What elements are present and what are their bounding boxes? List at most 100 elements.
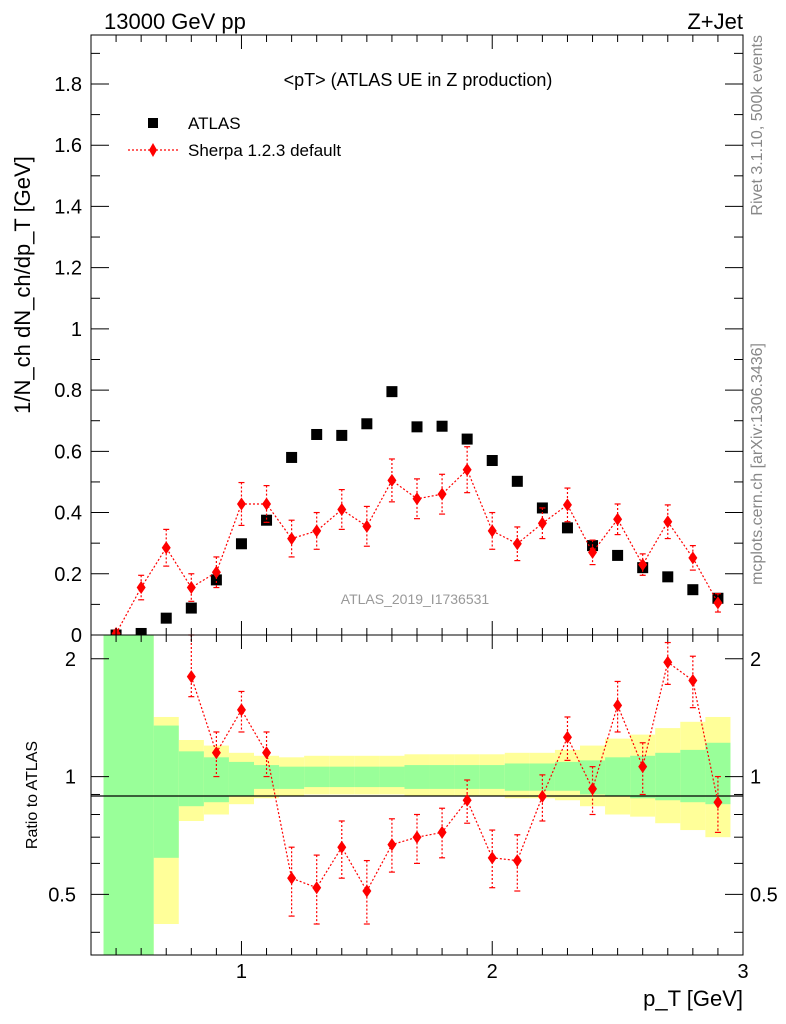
ratio-band-stat <box>304 766 330 788</box>
ratio-sherpa-point <box>412 830 422 844</box>
atlas-point <box>486 455 498 467</box>
main-y-tick-label: 0.6 <box>54 441 82 463</box>
atlas-point <box>411 421 423 433</box>
sherpa-point <box>262 497 272 511</box>
ratio-sherpa-line <box>190 661 719 893</box>
ratio-band-stat <box>454 765 480 789</box>
ratio-y-tick-label: 2 <box>65 649 76 671</box>
ratio-band-stat <box>279 766 305 789</box>
atlas-point <box>461 433 473 445</box>
sherpa-point <box>688 551 698 565</box>
sherpa-point <box>362 519 372 533</box>
ratio-sherpa-point <box>512 854 522 868</box>
main-y-tick-label: 0.8 <box>54 380 82 402</box>
ratio-band-stat <box>554 761 580 791</box>
watermark: ATLAS_2019_I1736531 <box>341 591 490 607</box>
atlas-point <box>386 386 398 398</box>
x-tick-label: 2 <box>487 961 498 983</box>
atlas-point <box>561 522 573 534</box>
ratio-sherpa-point <box>362 884 372 898</box>
atlas-point <box>612 549 624 561</box>
ratio-band-stat <box>354 766 380 788</box>
main-y-tick-label: 1.2 <box>54 258 82 280</box>
legend-sherpa-label: Sherpa 1.2.3 default <box>188 141 341 160</box>
ratio-data-layer <box>186 634 723 925</box>
ratio-band-stat <box>103 635 154 955</box>
ratio-y-tick-label-right: 2 <box>750 649 761 671</box>
sherpa-point <box>462 463 472 477</box>
main-y-tick-label: 1 <box>71 319 82 341</box>
sherpa-point <box>312 524 322 538</box>
ratio-y-tick-label-right: 0.5 <box>750 884 778 906</box>
sherpa-point <box>537 516 547 530</box>
ratio-sherpa-point <box>713 795 723 809</box>
main-y-tick-label: 0 <box>71 625 82 647</box>
ratio-sherpa-point <box>462 793 472 807</box>
atlas-point <box>185 602 197 614</box>
ratio-sherpa-point <box>287 871 297 885</box>
sherpa-point <box>136 581 146 595</box>
ratio-y-tick-label: 0.5 <box>48 884 76 906</box>
sherpa-point <box>487 524 497 538</box>
x-tick-label: 1 <box>236 961 247 983</box>
atlas-point <box>436 420 448 432</box>
sherpa-point <box>638 558 648 572</box>
ratio-band-stat <box>329 766 355 788</box>
ratio-band-stat <box>655 752 681 801</box>
ratio-y-tick-label: 1 <box>65 767 76 789</box>
ratio-sherpa-point <box>262 746 272 760</box>
sherpa-point <box>211 565 221 579</box>
ratio-band-stat <box>429 765 455 789</box>
main-panel: 0 0.2 0.4 0.6 0.8 1 1.2 1.4 1.6 1.8 <pT> (ATLAS U… <box>10 34 744 647</box>
legend: ATLAS Sherpa 1.2.3 default <box>128 114 341 160</box>
ratio-band-stat <box>504 763 530 791</box>
ratio-sherpa-point <box>688 673 698 687</box>
rivet-label: Rivet 3.1.10, 500k events <box>749 35 766 216</box>
main-y-tick-label: 0.4 <box>54 503 82 525</box>
sherpa-point <box>287 532 297 546</box>
ratio-y-axis-label: Ratio to ATLAS <box>24 741 41 849</box>
legend-sherpa-marker <box>149 143 157 157</box>
ratio-band-stat <box>680 749 706 803</box>
sherpa-point <box>562 498 572 512</box>
atlas-point <box>210 574 222 586</box>
ratio-band-stat <box>153 725 179 858</box>
sherpa-point <box>512 537 522 551</box>
sherpa-point <box>412 492 422 506</box>
legend-atlas-label: ATLAS <box>188 114 241 133</box>
atlas-point <box>687 584 699 596</box>
sherpa-point <box>236 497 246 511</box>
ratio-band-stat <box>705 742 731 805</box>
ratio-sherpa-point <box>588 782 598 796</box>
sherpa-point <box>613 512 623 526</box>
main-title: <pT> (ATLAS UE in Z production) <box>284 70 553 90</box>
ratio-sherpa-point <box>312 881 322 895</box>
atlas-point <box>286 451 298 463</box>
ratio-bands <box>103 635 731 955</box>
atlas-point <box>361 418 373 430</box>
sherpa-point <box>713 596 723 610</box>
ratio-sherpa-point <box>211 746 221 760</box>
ratio-sherpa-point <box>387 838 397 852</box>
ratio-sherpa-point <box>337 840 347 854</box>
main-y-axis-label: 1/N_ch dN_ch/dp_T [GeV] <box>10 156 35 414</box>
sherpa-point <box>663 515 673 529</box>
sherpa-point <box>337 502 347 516</box>
ratio-plot-frame <box>90 634 744 956</box>
legend-atlas-marker <box>148 118 158 128</box>
ratio-band-stat <box>404 765 430 789</box>
ratio-panel: 1 2 3 0.5 0.5 1 1 2 2 Ratio to ATLAS <box>24 634 778 983</box>
ratio-band-stat <box>529 763 555 791</box>
sherpa-point <box>387 473 397 487</box>
energy-label: 13000 GeV pp <box>104 9 246 34</box>
process-label: Z+Jet <box>687 9 743 34</box>
ratio-sherpa-point <box>487 851 497 865</box>
ratio-sherpa-point <box>437 825 447 839</box>
ratio-band-stat <box>605 757 631 797</box>
ratio-sherpa-point <box>186 670 196 684</box>
x-tick-label: 3 <box>737 961 748 983</box>
atlas-point <box>511 475 523 487</box>
main-y-tick-label: 1.6 <box>54 135 82 157</box>
ratio-sherpa-point <box>236 703 246 717</box>
